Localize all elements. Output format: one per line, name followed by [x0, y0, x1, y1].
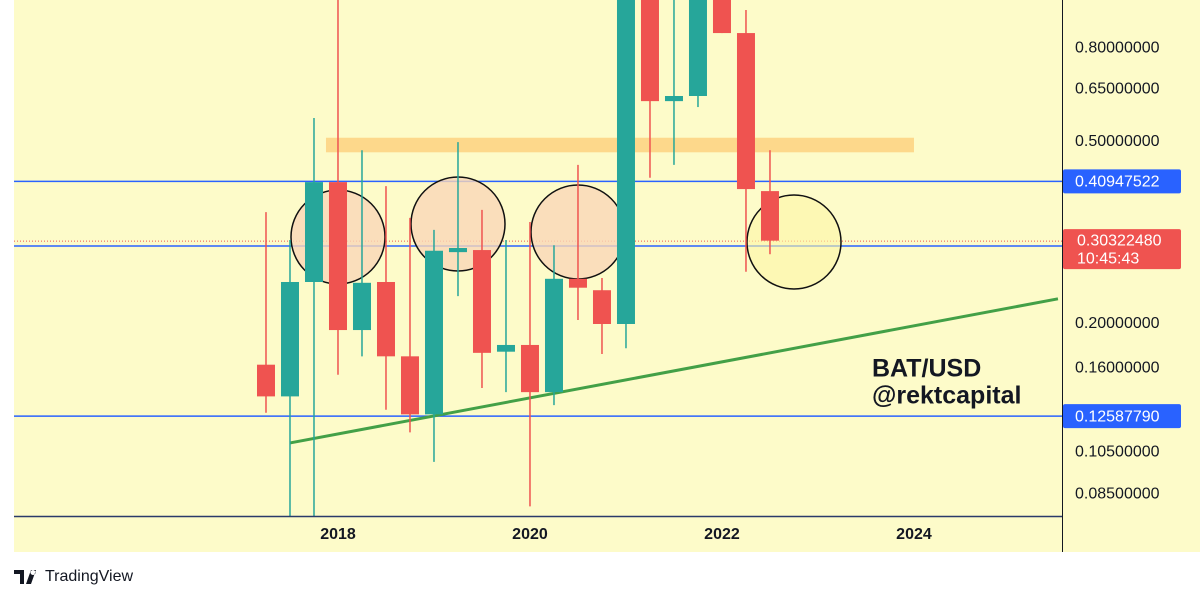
brand: TradingView	[45, 568, 133, 585]
y-tick-label: 0.50000000	[1075, 133, 1160, 150]
candle-body	[256, 364, 275, 397]
candle-body	[760, 191, 779, 241]
candle-body	[304, 182, 323, 282]
candle-body	[520, 344, 539, 393]
logo: TradingView	[14, 568, 133, 585]
candle-body	[592, 290, 611, 324]
candle-body	[424, 250, 443, 415]
candle-body	[448, 248, 467, 253]
price-label-box	[1063, 404, 1181, 429]
price-label: 0.40947522	[1075, 174, 1160, 191]
candle-body	[544, 278, 563, 393]
logo-icon	[14, 570, 36, 584]
y-tick-label: 0.80000000	[1075, 39, 1160, 56]
annotation: @rektcapital	[872, 382, 1021, 410]
annotation: BAT/USD	[872, 355, 981, 383]
countdown: 10:45:43	[1077, 250, 1139, 267]
candle-body	[640, 0, 659, 102]
y-tick-label: 0.10500000	[1075, 443, 1160, 460]
candle-body	[712, 0, 731, 34]
price-label-box	[1063, 169, 1181, 194]
price-label: 0.12587790	[1075, 408, 1160, 425]
candle-body	[280, 281, 299, 397]
x-tick-label: 2020	[512, 526, 548, 543]
x-tick-label: 2024	[896, 526, 932, 543]
candle-body	[616, 0, 635, 324]
last-price-label: 0.30322480	[1077, 232, 1162, 249]
candle-body	[352, 282, 371, 331]
y-tick-label: 0.08500000	[1075, 485, 1160, 502]
y-tick-label: 0.65000000	[1075, 81, 1160, 98]
x-tick-label: 2022	[704, 526, 740, 543]
candle-body	[328, 182, 347, 331]
last-price-box	[1063, 229, 1181, 270]
chart-background	[14, 0, 1200, 552]
candle-body	[376, 281, 395, 357]
y-tick-label: 0.16000000	[1075, 360, 1160, 377]
candle-body	[568, 278, 587, 288]
candle-body	[664, 95, 683, 102]
candles	[256, 0, 1059, 516]
candle-body	[688, 0, 707, 96]
candle-body	[400, 356, 419, 415]
trendline	[289, 297, 1059, 445]
y-tick-label: 0.20000000	[1075, 315, 1160, 332]
candle-body	[736, 33, 755, 190]
x-tick-label: 2018	[320, 526, 356, 543]
candle-body	[472, 250, 491, 353]
candle-body	[496, 344, 515, 352]
